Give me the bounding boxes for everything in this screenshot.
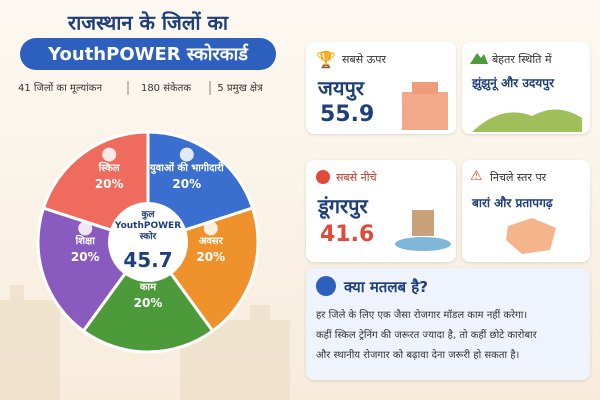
- value-label: 20%: [172, 176, 202, 191]
- center-label: कुल YouthPOWER स्कोर: [114, 210, 182, 242]
- center-circle: [108, 202, 188, 282]
- card-label: सबसे नीचे: [336, 171, 377, 184]
- card-district: बारां और प्रतापगढ़: [472, 196, 553, 210]
- slice-icon: [203, 221, 218, 236]
- card-label: बेहतर स्थिति में: [492, 53, 552, 66]
- slice-icon: [102, 147, 117, 162]
- stat: 180 संकेतक: [141, 82, 191, 94]
- card-district: जयपुर: [318, 76, 364, 100]
- card-better: बेहतर स्थिति में झुंझुनूं और उदयपुर: [462, 42, 590, 134]
- note-text: हर जिले के लिए एक जैसा रोजगार मॉडल काम न…: [316, 306, 537, 366]
- center-value: 45.7: [123, 248, 173, 272]
- value-label: 20%: [94, 176, 124, 191]
- slice-label: युवाओं की भागीदारी 20%: [145, 163, 229, 191]
- map-illustration: [506, 218, 556, 254]
- stat: 5 प्रमुख क्षेत्र: [217, 82, 263, 94]
- card-score: 55.9: [320, 102, 375, 127]
- card-top: सबसे ऊपर 🏆 जयपुर 55.9: [306, 42, 456, 134]
- bulb-icon: [316, 276, 336, 296]
- value-label: 20%: [70, 250, 100, 265]
- slice-label: अवसर 20%: [169, 236, 253, 264]
- category-label: युवाओं की भागीदारी: [149, 162, 224, 174]
- note-title: क्या मतलब है?: [344, 278, 428, 296]
- stat: 41 जिलों का मूल्यांकन: [18, 82, 103, 94]
- title: राजस्थान के जिलों का: [67, 11, 229, 35]
- card-lower: ⚠ निचले स्तर पर बारां और प्रतापगढ़: [462, 160, 590, 262]
- note-line: हर जिले के लिए एक जैसा रोजगार मॉडल काम न…: [316, 310, 528, 321]
- warning-icon: ⚠: [470, 168, 483, 184]
- lake-illustration: [395, 210, 451, 251]
- note-line: और स्थानीय रोजगार को बढ़ावा देना जरूरी ह…: [316, 350, 520, 361]
- category-label: काम: [139, 282, 157, 293]
- slice-icon: [78, 221, 93, 236]
- slice-icon: [179, 147, 194, 162]
- title: YouthPOWER स्कोरकार्ड: [47, 43, 249, 65]
- pie-slice: [81, 239, 215, 354]
- value-label: 20%: [196, 250, 226, 265]
- palace-illustration: [402, 82, 448, 130]
- mountain-icon: [470, 53, 488, 64]
- note-card: क्या मतलब है? हर जिले के लिए एक जैसा रोज…: [306, 268, 590, 380]
- title-pill: [20, 38, 276, 70]
- card-district: झुंझुनूं और उदयपुर: [472, 76, 554, 90]
- category-label: शिक्षा: [75, 236, 95, 248]
- card-score: 41.6: [320, 222, 375, 247]
- down-icon: [316, 170, 330, 184]
- skyline: [0, 285, 290, 400]
- trophy-icon: 🏆: [316, 50, 336, 69]
- slice-label: स्किल 20%: [67, 163, 151, 191]
- card-district: डूंगरपुर: [318, 194, 368, 218]
- slice-label: काम 20%: [106, 282, 190, 310]
- value-label: 20%: [133, 296, 163, 310]
- hill-illustration: [472, 109, 582, 132]
- card-bottom: सबसे नीचे डूंगरपुर 41.6: [306, 160, 456, 262]
- card-label: सबसे ऊपर: [342, 53, 387, 66]
- category-label: अवसर: [198, 236, 223, 248]
- slice-label: शिक्षा 20%: [43, 236, 127, 264]
- card-label: निचले स्तर पर: [490, 171, 547, 184]
- category-label: स्किल: [98, 162, 120, 174]
- note-line: कहीं स्किल ट्रेनिंग की जरूरत ज्यादा है, …: [316, 330, 537, 341]
